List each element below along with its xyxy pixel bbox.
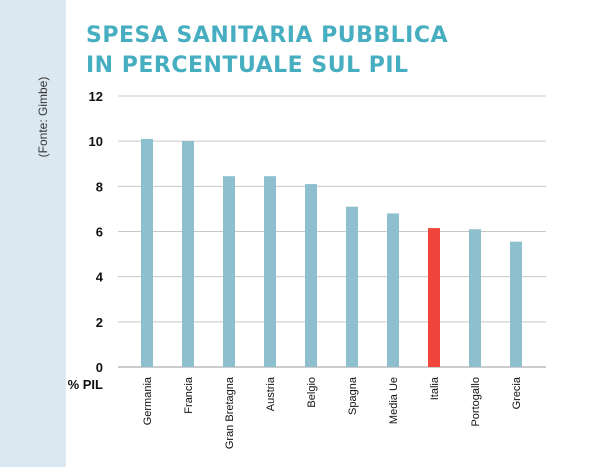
category-label: Grecia bbox=[511, 376, 523, 409]
category-label: Austria bbox=[265, 376, 277, 411]
bars bbox=[141, 138, 522, 367]
y-tick-label: 2 bbox=[96, 315, 103, 330]
category-label: Francia bbox=[183, 376, 195, 414]
bar-germania bbox=[141, 138, 153, 367]
y-tick-label: 0 bbox=[96, 360, 103, 375]
bar-media-ue bbox=[387, 213, 399, 367]
bar-belgio bbox=[305, 184, 317, 367]
category-label: Italia bbox=[429, 376, 441, 400]
bar-austria bbox=[264, 176, 276, 367]
bar-spagna bbox=[346, 206, 358, 367]
y-tick-label: 6 bbox=[96, 225, 103, 240]
bar-portogallo bbox=[469, 229, 481, 367]
chart-title-line-2: IN PERCENTUALE SUL PIL bbox=[86, 53, 409, 78]
x-axis-label: % PIL bbox=[68, 377, 103, 392]
bar-francia bbox=[182, 141, 194, 367]
bar-italia bbox=[428, 228, 440, 367]
y-tick-label: 8 bbox=[96, 179, 103, 194]
bar-gran-bretagna bbox=[223, 176, 235, 367]
left-side-band bbox=[0, 0, 66, 467]
category-label: Gran Bretagna bbox=[224, 376, 236, 449]
category-label: Spagna bbox=[347, 376, 359, 415]
y-tick-label: 4 bbox=[96, 270, 104, 285]
category-label: Belgio bbox=[306, 377, 318, 408]
y-tick-labels: 0 2 4 6 8 10 12 bbox=[89, 89, 104, 375]
y-tick-label: 12 bbox=[89, 89, 103, 104]
category-labels: Germania Francia Gran Bretagna Austria Belgi… bbox=[142, 376, 523, 449]
category-label: Media Ue bbox=[388, 377, 400, 424]
y-tick-label: 10 bbox=[89, 134, 103, 149]
chart-title-line-1: SPESA SANITARIA PUBBLICA bbox=[86, 23, 448, 48]
source-label: (Fonte: Gimbe) bbox=[36, 77, 50, 158]
category-label: Germania bbox=[142, 376, 154, 425]
category-label: Portogallo bbox=[470, 377, 482, 427]
bar-grecia bbox=[510, 241, 522, 367]
